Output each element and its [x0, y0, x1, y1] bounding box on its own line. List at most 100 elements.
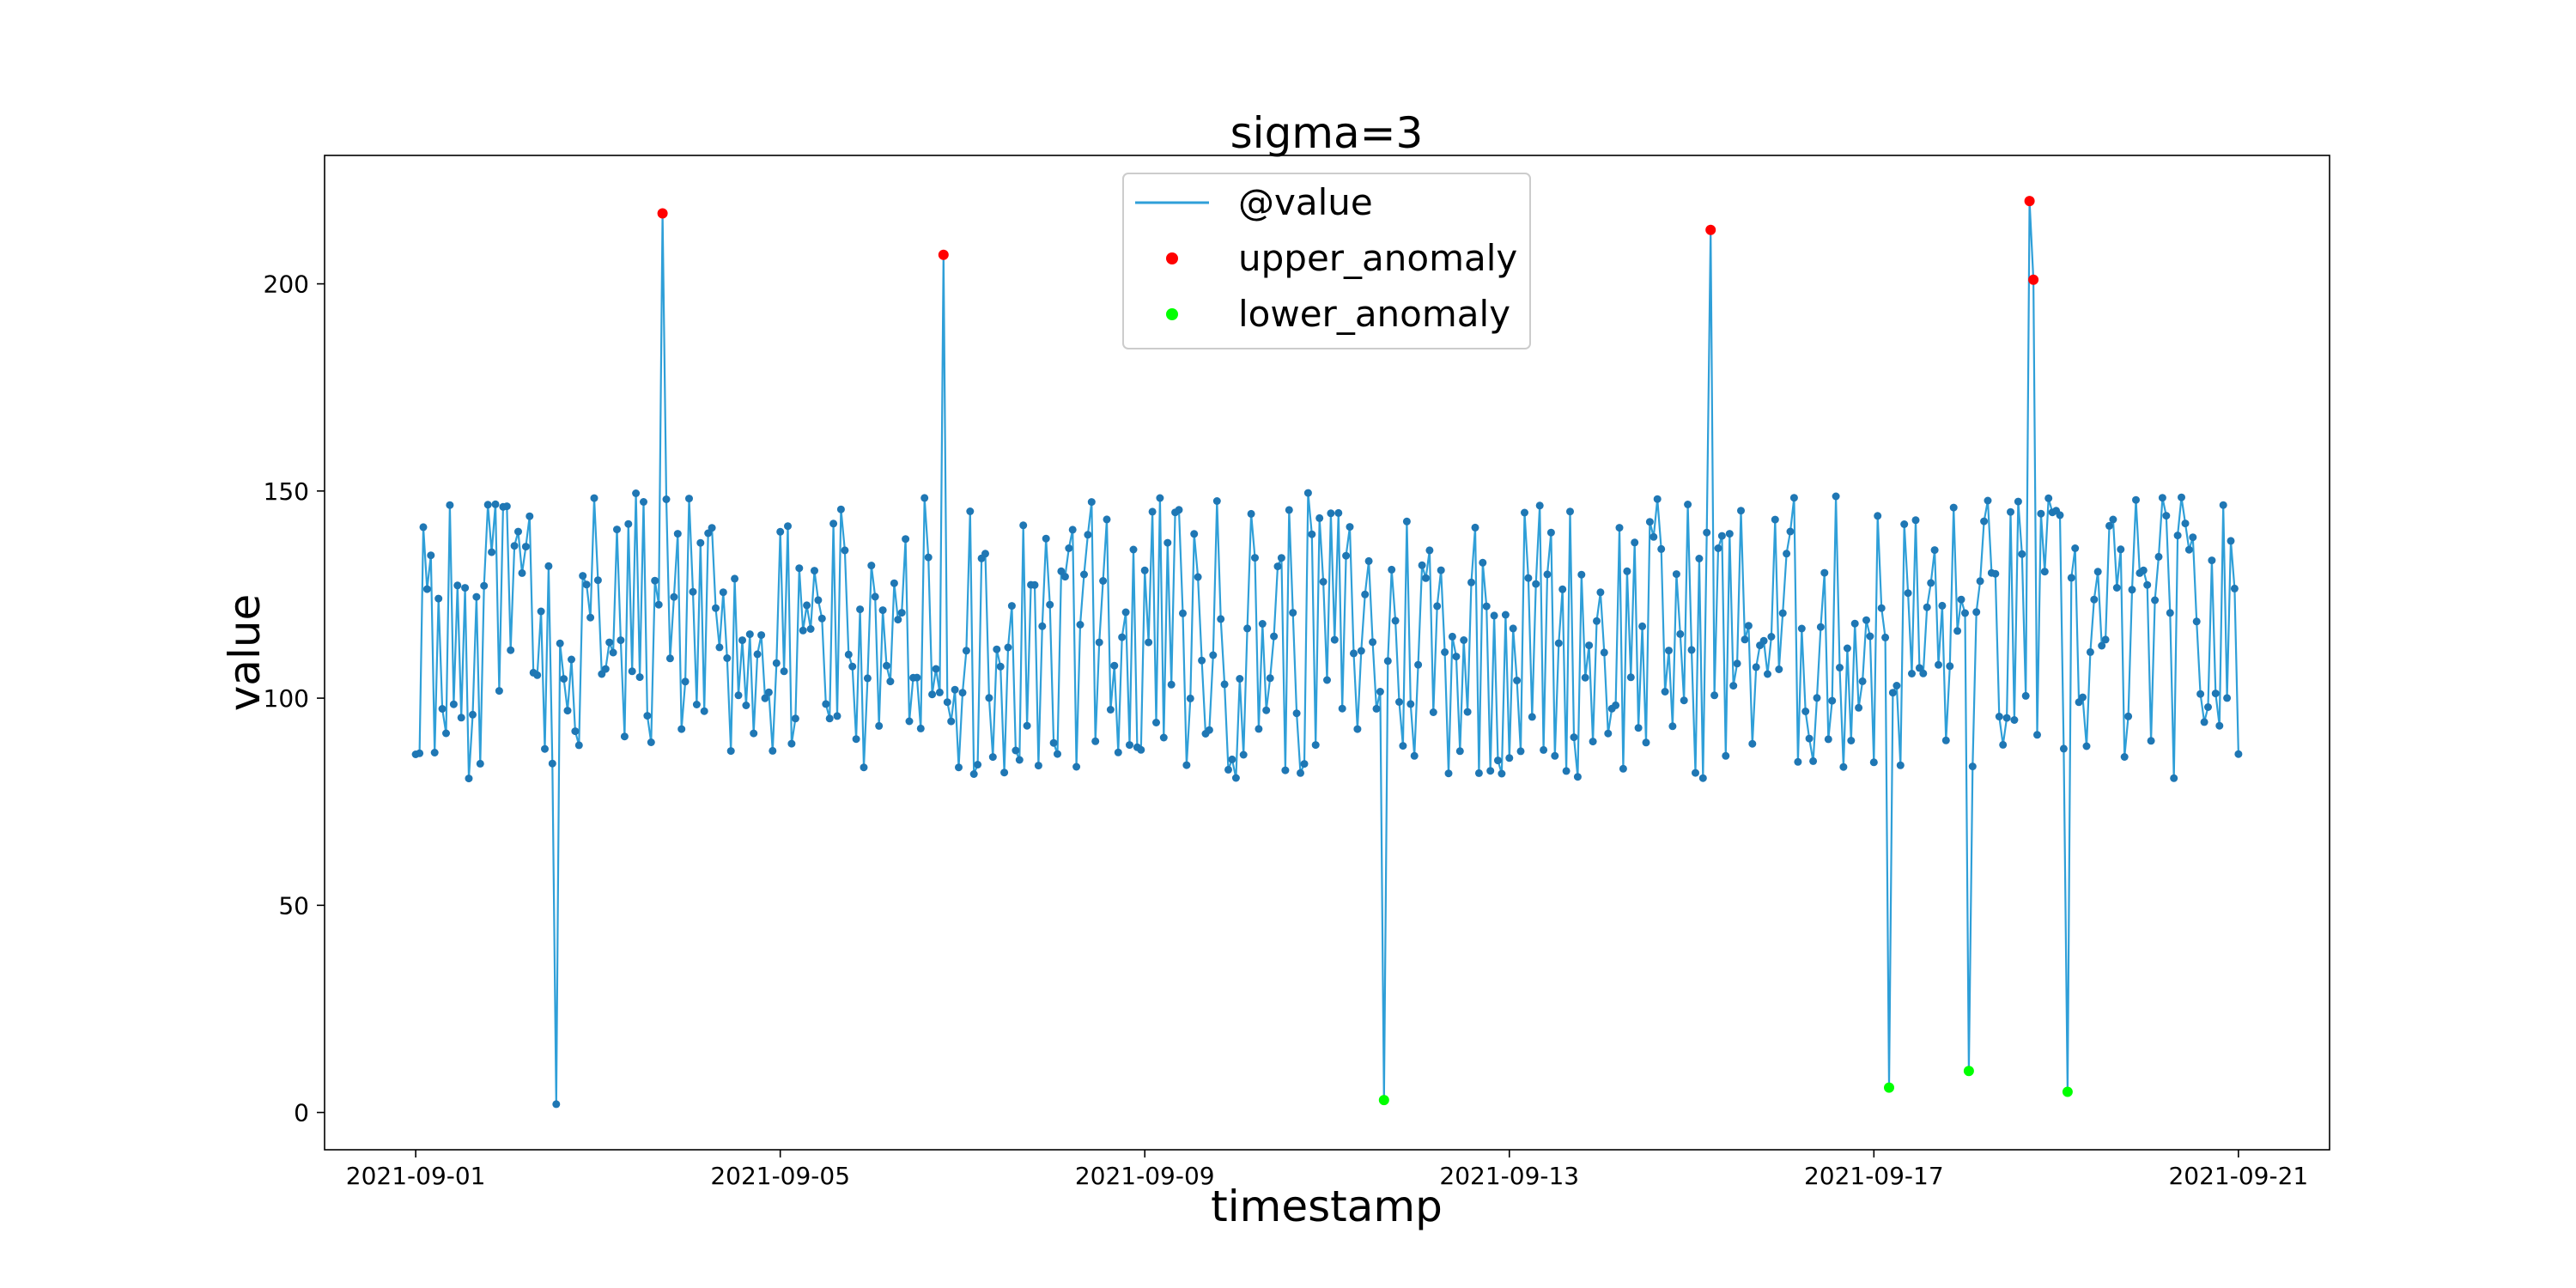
- value-point: [480, 581, 489, 590]
- value-point: [2147, 737, 2155, 745]
- value-point: [1645, 518, 1654, 526]
- value-point: [2002, 714, 2011, 722]
- value-point: [1521, 508, 1528, 517]
- value-point: [2162, 512, 2171, 520]
- value-point: [1725, 530, 1734, 538]
- lower-anomaly-point: [2062, 1086, 2073, 1097]
- value-point: [1604, 729, 1613, 738]
- value-point: [2067, 574, 2075, 582]
- value-point: [947, 717, 956, 726]
- value-point: [1474, 769, 1483, 777]
- value-point: [1577, 570, 1586, 579]
- y-axis-label: value: [220, 594, 270, 712]
- value-point: [836, 505, 845, 513]
- value-point: [1103, 515, 1111, 524]
- value-point: [1972, 608, 1981, 617]
- value-point: [1460, 636, 1468, 644]
- value-point: [1930, 546, 1939, 555]
- value-point: [1121, 608, 1130, 617]
- value-point: [1452, 653, 1461, 661]
- lower-anomaly-point: [1884, 1082, 1894, 1093]
- value-point: [2196, 690, 2205, 698]
- value-point: [2170, 774, 2178, 782]
- value-point: [1748, 739, 1757, 748]
- value-point: [1198, 656, 1206, 665]
- value-point: [1589, 738, 1597, 746]
- value-point: [2040, 568, 2049, 576]
- value-point: [1300, 760, 1309, 769]
- value-point: [1904, 589, 1912, 598]
- value-point: [726, 747, 735, 756]
- value-point: [920, 494, 929, 502]
- value-point: [829, 519, 838, 528]
- value-point: [974, 761, 982, 769]
- value-point: [2143, 580, 2152, 589]
- value-point: [715, 643, 724, 652]
- value-point: [1068, 526, 1077, 534]
- value-point: [1778, 609, 1787, 617]
- value-point: [1350, 649, 1358, 658]
- value-point: [1357, 647, 1365, 655]
- value-point: [1376, 688, 1384, 696]
- value-point: [1668, 722, 1677, 731]
- value-point: [1319, 578, 1327, 586]
- value-point: [1399, 742, 1407, 750]
- value-point: [617, 636, 625, 645]
- value-point: [2189, 533, 2197, 542]
- value-point: [1619, 764, 1627, 773]
- value-point: [764, 688, 773, 696]
- value-point: [1163, 538, 1172, 547]
- value-point: [2227, 537, 2235, 545]
- value-point: [2071, 544, 2080, 552]
- value-point: [1406, 700, 1415, 708]
- value-point: [1152, 719, 1160, 726]
- value-point: [1471, 523, 1479, 532]
- value-point: [1612, 701, 1620, 709]
- value-point: [1000, 769, 1009, 777]
- value-point: [1717, 532, 1726, 540]
- value-point: [2208, 556, 2216, 565]
- value-point: [1535, 501, 1544, 510]
- value-point: [1292, 709, 1301, 718]
- value-point: [495, 687, 503, 696]
- value-point: [1388, 565, 1396, 574]
- value-point: [1813, 694, 1821, 702]
- value-point: [795, 564, 804, 573]
- value-point: [1915, 664, 1923, 672]
- value-point: [1516, 747, 1525, 756]
- value-point: [1976, 577, 1984, 586]
- value-point: [860, 763, 868, 772]
- value-point: [886, 677, 895, 686]
- value-point: [2204, 703, 2212, 711]
- value-point: [2105, 521, 2113, 530]
- upper-anomaly-point: [657, 208, 668, 219]
- value-point: [2132, 495, 2140, 504]
- value-point: [1877, 604, 1886, 612]
- value-point: [1072, 762, 1081, 771]
- x-tick-label: 2021-09-13: [1439, 1162, 1579, 1190]
- value-point: [1657, 544, 1666, 553]
- value-point: [2109, 515, 2117, 524]
- value-point: [2223, 694, 2232, 702]
- y-tick-label: 0: [294, 1099, 309, 1127]
- value-point: [856, 605, 865, 614]
- value-point: [2200, 718, 2208, 726]
- value-point: [863, 674, 872, 683]
- value-point: [1342, 551, 1351, 560]
- value-point: [1809, 756, 1818, 765]
- value-point: [1467, 578, 1475, 586]
- value-point: [2151, 596, 2160, 605]
- value-point: [1315, 513, 1324, 522]
- x-axis: 2021-09-01 2021-09-05 2021-09-09 2021-09-13…: [346, 1150, 2308, 1190]
- value-point: [1137, 745, 1145, 754]
- value-point: [510, 542, 519, 550]
- value-point: [1703, 528, 1711, 537]
- plot-frame: [324, 155, 2330, 1151]
- value-point: [2230, 584, 2239, 592]
- value-point: [1159, 733, 1168, 742]
- value-point: [817, 614, 826, 623]
- value-point: [935, 688, 944, 696]
- value-point: [521, 543, 530, 551]
- value-point: [700, 707, 708, 715]
- value-point: [1007, 602, 1016, 611]
